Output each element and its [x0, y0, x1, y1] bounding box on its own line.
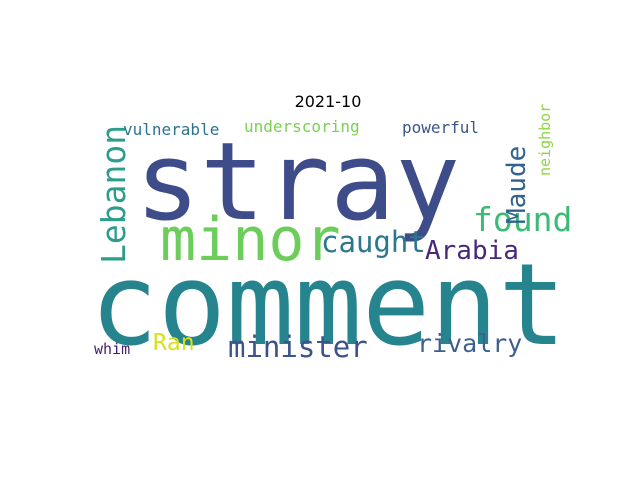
word-powerful: powerful	[402, 118, 480, 137]
word-arabia: Arabia	[425, 236, 519, 266]
word-neighbor: neighbor	[536, 103, 554, 176]
word-minor: minor	[160, 205, 341, 275]
word-whim: whim	[94, 340, 131, 358]
word-comment: comment	[90, 239, 567, 371]
word-lebanon: Lebanon	[94, 124, 133, 264]
word-underscoring: underscoring	[244, 117, 360, 136]
word-caught: caught	[321, 225, 426, 259]
word-stray: stray	[135, 120, 461, 245]
word-maude: Maude	[502, 145, 532, 224]
word-rivalry: rivalry	[417, 329, 523, 358]
word-minister: minister	[228, 330, 368, 364]
word-ran: Ran	[153, 330, 195, 356]
figure-title: 2021-10	[294, 92, 362, 111]
word-cloud: stray comment minor caught found Lebanon…	[90, 104, 572, 364]
word-vulnerable: vulnerable	[123, 120, 220, 139]
word-found: found	[473, 200, 573, 239]
